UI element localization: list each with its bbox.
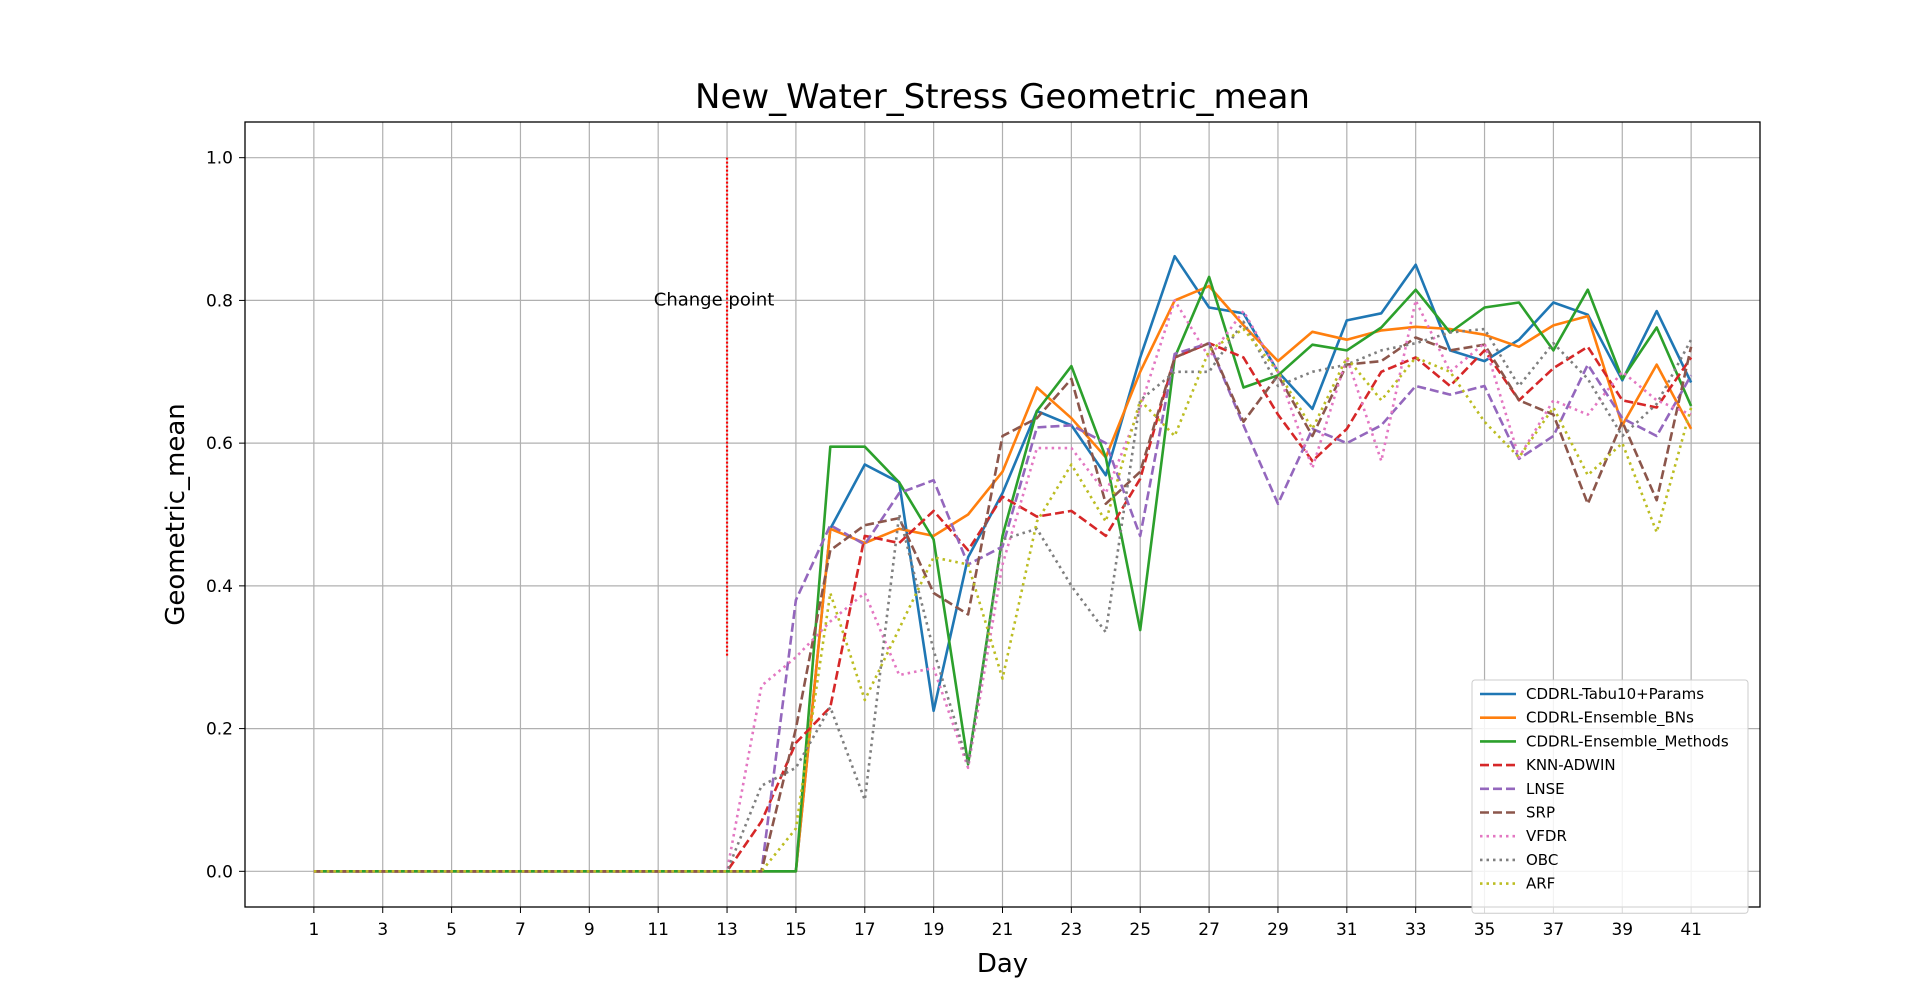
legend-label-7: OBC bbox=[1526, 851, 1558, 869]
y-tick-label: 0.0 bbox=[206, 862, 233, 882]
x-tick-label: 41 bbox=[1680, 920, 1702, 940]
y-tick-label: 0.8 bbox=[206, 291, 233, 311]
y-tick-label: 0.6 bbox=[206, 434, 233, 454]
x-tick-label: 9 bbox=[584, 920, 595, 940]
x-tick-label: 33 bbox=[1405, 920, 1427, 940]
legend-label-6: VFDR bbox=[1526, 827, 1567, 845]
y-tick-label: 1.0 bbox=[206, 149, 233, 169]
x-tick-label: 27 bbox=[1198, 920, 1220, 940]
legend-label-1: CDDRL-Ensemble_BNs bbox=[1526, 709, 1694, 728]
x-tick-label: 29 bbox=[1267, 920, 1289, 940]
x-tick-label: 3 bbox=[377, 920, 388, 940]
y-tick-label: 0.2 bbox=[206, 720, 233, 740]
series-line-8 bbox=[313, 327, 1693, 873]
change-point-label: Change point bbox=[654, 289, 775, 310]
x-tick-label: 17 bbox=[854, 920, 876, 940]
legend: CDDRL-Tabu10+Params CDDRL-Ensemble_BNs CDD… bbox=[1471, 679, 1749, 914]
x-tick-label: 19 bbox=[923, 920, 945, 940]
legend-label-5: SRP bbox=[1526, 804, 1555, 822]
x-tick-label: 13 bbox=[716, 920, 738, 940]
legend-label-4: LNSE bbox=[1526, 780, 1565, 798]
legend-label-3: KNN-ADWIN bbox=[1526, 756, 1616, 774]
y-axis-label: Geometric_mean bbox=[161, 403, 191, 626]
change-point-annotation: Change point bbox=[654, 157, 775, 658]
y-axis-ticks: 0.0 0.2 0.4 0.6 0.8 1.0 bbox=[206, 149, 245, 882]
x-tick-label: 21 bbox=[992, 920, 1014, 940]
legend-label-2: CDDRL-Ensemble_Methods bbox=[1526, 732, 1729, 751]
x-tick-label: 15 bbox=[785, 920, 807, 940]
x-tick-label: 37 bbox=[1543, 920, 1565, 940]
x-tick-label: 31 bbox=[1336, 920, 1358, 940]
x-tick-label: 1 bbox=[308, 920, 319, 940]
x-tick-label: 7 bbox=[515, 920, 526, 940]
x-axis-ticks: 1 3 5 7 9 11 13 15 17 19 21 23 25 27 29 31 33 35 37 39 41 bbox=[308, 907, 1702, 940]
legend-box bbox=[1471, 679, 1749, 914]
x-tick-label: 5 bbox=[446, 920, 457, 940]
legend-label-8: ARF bbox=[1526, 875, 1555, 893]
x-tick-label: 39 bbox=[1611, 920, 1633, 940]
series-lines bbox=[313, 254, 1693, 873]
x-tick-label: 23 bbox=[1061, 920, 1083, 940]
chart-title: New_Water_Stress Geometric_mean bbox=[695, 77, 1310, 117]
legend-label-0: CDDRL-Tabu10+Params bbox=[1526, 685, 1704, 703]
x-tick-label: 11 bbox=[647, 920, 669, 940]
x-axis-label: Day bbox=[977, 949, 1028, 979]
x-tick-label: 25 bbox=[1129, 920, 1151, 940]
x-tick-label: 35 bbox=[1474, 920, 1496, 940]
y-tick-label: 0.4 bbox=[206, 577, 233, 597]
